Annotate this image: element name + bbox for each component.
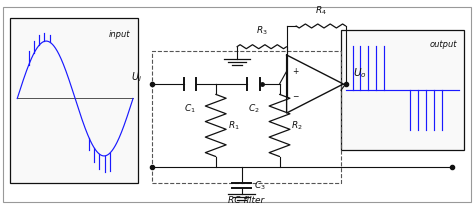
Text: $R_2$: $R_2$	[292, 119, 303, 132]
Text: $C_1$: $C_1$	[184, 102, 196, 115]
Text: RC filter: RC filter	[228, 196, 264, 205]
Bar	[10, 18, 138, 184]
Text: $U_o$: $U_o$	[353, 66, 366, 80]
Text: $R_1$: $R_1$	[228, 119, 239, 132]
Text: $U_i$: $U_i$	[131, 70, 143, 84]
Text: $C_2$: $C_2$	[248, 102, 259, 115]
Text: +: +	[292, 67, 298, 76]
Text: $R_3$: $R_3$	[256, 25, 268, 37]
Bar	[341, 30, 464, 150]
Text: $C_3$: $C_3$	[254, 179, 265, 192]
Text: −: −	[292, 92, 298, 101]
Text: $R_4$: $R_4$	[315, 4, 327, 17]
Text: input: input	[109, 30, 131, 39]
Bar	[152, 51, 341, 184]
Text: output: output	[429, 41, 457, 50]
